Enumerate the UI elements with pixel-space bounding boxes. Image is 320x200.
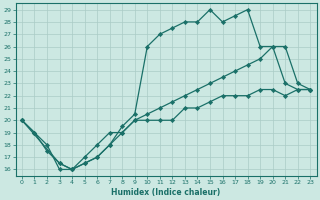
X-axis label: Humidex (Indice chaleur): Humidex (Indice chaleur) [111, 188, 221, 197]
